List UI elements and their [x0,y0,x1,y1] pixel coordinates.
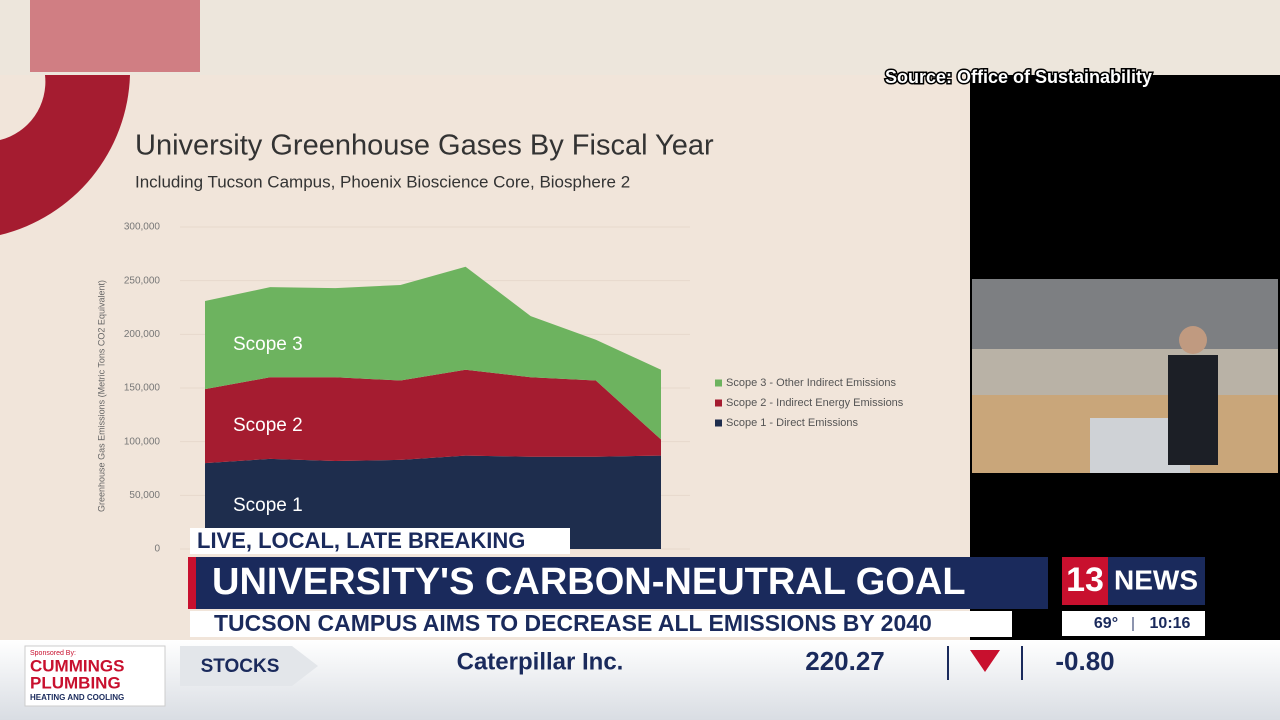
tag-box [190,528,570,554]
legend-swatch [715,399,722,407]
section-chevron [180,646,318,686]
legend-swatch [715,419,722,427]
y-tick-label: 100,000 [124,436,161,447]
area [205,266,661,440]
legend-swatch [715,379,722,387]
station-number: 13 [1066,561,1104,599]
slide-decoration [0,75,46,140]
y-tick-label: 250,000 [124,275,161,286]
blurred-shape [30,0,200,72]
video-wall [972,279,1278,349]
chart-subtitle: Including Tucson Campus, Phoenix Bioscie… [135,172,630,191]
y-tick-label: 150,000 [124,383,161,394]
area [205,455,661,549]
y-tick-label: 50,000 [129,490,160,501]
headline-accent [188,557,196,609]
sponsor-tagline: HEATING AND COOLING [30,693,124,702]
temperature: 69° [1094,615,1118,632]
station-name: NEWS [1114,564,1198,595]
legend-label: Scope 1 - Direct Emissions [726,417,859,429]
series-label: Scope 2 [233,415,303,436]
tag-text: LIVE, LOCAL, LATE BREAKING [197,528,525,553]
section-label: STOCKS [201,656,280,677]
stock-company: Caterpillar Inc. [457,648,624,675]
y-tick-label: 200,000 [124,329,161,340]
chart-title: University Greenhouse Gases By Fiscal Ye… [135,130,714,162]
subhead-text: TUCSON CAMPUS AIMS TO DECREASE ALL EMISS… [214,610,932,636]
down-arrow [970,650,1000,672]
station-number-box [1062,557,1108,605]
y-axis-label: Greenhouse Gas Emissions (Metric Tons CO… [96,280,106,512]
sponsor-name: CUMMINGS [30,656,124,675]
area [205,369,661,464]
y-tick-label: 300,000 [124,222,161,233]
series-label: Scope 3 [233,334,303,355]
subhead-box [190,611,1012,637]
series-label: Scope 1 [233,495,303,516]
headline-text: UNIVERSITY'S CARBON-NEUTRAL GOAL [212,561,966,603]
source-credit: Source: Office of Sustainability [885,67,1152,87]
sponsor-name: PLUMBING [30,673,121,692]
y-tick-label: 0 [154,544,160,555]
legend-label: Scope 3 - Other Indirect Emissions [726,377,896,389]
sponsor-box [24,645,166,707]
stock-change: -0.80 [1055,646,1114,676]
legend-label: Scope 2 - Indirect Energy Emissions [726,397,904,409]
sponsor-label: Sponsored By: [30,650,76,657]
speaker [1168,355,1218,465]
headline-bar [188,557,1048,609]
blurred-header [0,0,1280,75]
speaker-head [1179,326,1207,354]
stock-price: 220.27 [805,646,885,676]
clock: 10:16 [1150,615,1191,632]
